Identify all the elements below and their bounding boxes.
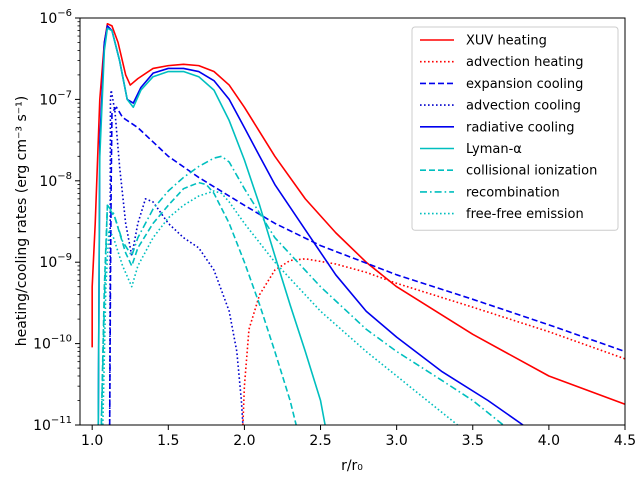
y-tick-label: 10−7 — [39, 89, 72, 108]
y-tick-label: 10−8 — [39, 171, 72, 190]
x-tick-label: 4.5 — [614, 433, 636, 449]
legend-label: collisional ionization — [466, 164, 597, 179]
x-tick-label: 4.0 — [538, 433, 560, 449]
x-axis-label: r/r₀ — [341, 458, 363, 474]
series-line-1 — [242, 258, 625, 425]
plot-frame — [79, 17, 626, 426]
y-tick-label: 10−6 — [39, 8, 72, 27]
y-axis-label: heating/cooling rates (erg cm⁻³ s⁻¹) — [14, 96, 30, 346]
legend-label: expansion cooling — [466, 77, 583, 92]
legend: XUV heating advection heating expansion co… — [411, 26, 619, 231]
series-line-2 — [108, 106, 625, 425]
x-tick-label: 3.5 — [462, 433, 484, 449]
y-tick-label: 10−11 — [33, 415, 72, 434]
x-tick-label: 2.0 — [233, 433, 255, 449]
legend-label: recombination — [466, 185, 560, 200]
legend-label: advection cooling — [466, 99, 581, 114]
legend-box — [411, 26, 619, 231]
x-tick-label: 3.0 — [386, 433, 408, 449]
legend-label: radiative cooling — [466, 120, 574, 135]
y-tick-label: 10−9 — [39, 252, 72, 271]
legend-label: XUV heating — [466, 34, 547, 49]
ticks-layer: 1.0 1.5 2.0 2.5 3.0 3.5 4.0 4.5 10−11 10−10 10−9 10… — [33, 8, 636, 449]
series-layer — [91, 22, 625, 425]
x-tick-label: 2.5 — [309, 433, 331, 449]
legend-label: advection heating — [466, 55, 584, 70]
legend-label: Lyman-α — [466, 142, 522, 157]
series-line-8 — [102, 190, 459, 425]
series-line-5 — [97, 27, 326, 425]
x-tick-label: 1.5 — [157, 433, 179, 449]
series-line-7 — [100, 155, 504, 425]
x-tick-label: 1.0 — [81, 433, 103, 449]
y-tick-label: 10−10 — [33, 334, 72, 353]
series-line-3 — [108, 89, 244, 425]
legend-label: free-free emission — [466, 207, 584, 222]
